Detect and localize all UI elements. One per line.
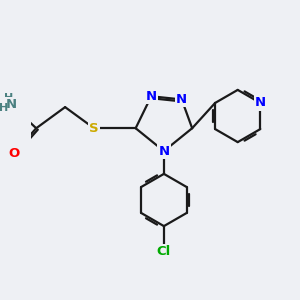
Text: N: N xyxy=(158,145,169,158)
Text: H: H xyxy=(4,93,14,103)
Text: S: S xyxy=(89,122,99,135)
Text: N: N xyxy=(176,93,187,106)
Text: N: N xyxy=(146,90,157,103)
Text: O: O xyxy=(8,147,20,160)
Text: N: N xyxy=(255,97,266,110)
Text: N: N xyxy=(6,98,17,111)
Text: H: H xyxy=(0,103,9,113)
Text: Cl: Cl xyxy=(157,244,171,258)
